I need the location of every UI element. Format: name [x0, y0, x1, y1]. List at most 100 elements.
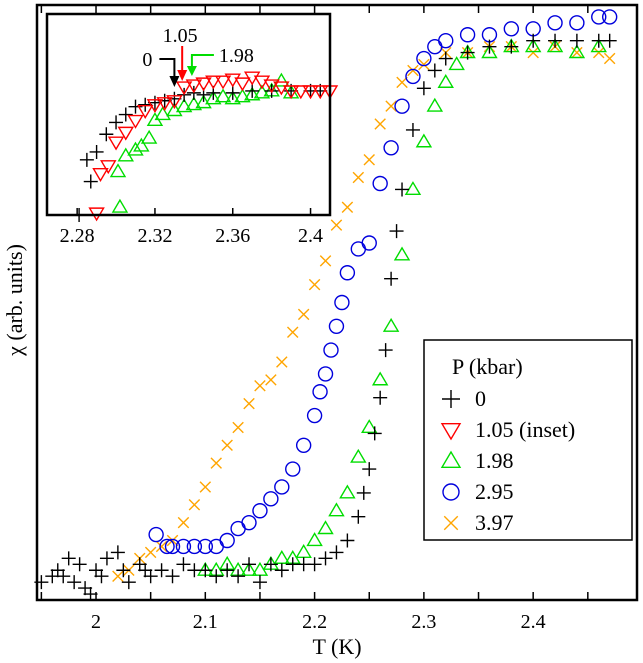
inset-point-triangle-up — [234, 88, 251, 103]
data-point-circle — [230, 520, 246, 537]
data-point-plus — [165, 569, 180, 584]
data-point-circle — [416, 50, 432, 67]
data-point-plus — [132, 557, 147, 572]
data-point-triangle-up — [426, 97, 444, 112]
data-point-plus — [89, 563, 104, 578]
inset-point-triangle-down — [205, 75, 222, 90]
main-plot-frame — [35, 3, 639, 602]
data-point-x — [352, 171, 365, 184]
data-point-plus — [209, 569, 224, 584]
data-point-circle — [186, 538, 203, 555]
arrowhead — [186, 66, 197, 76]
data-point-triangle-up — [317, 520, 334, 535]
data-point-triangle-up — [306, 532, 323, 547]
data-point-x — [330, 219, 343, 231]
legend-label: 3.97 — [475, 510, 514, 535]
inset-frame — [45, 12, 332, 217]
data-point-x — [297, 308, 310, 321]
inset-point-triangle-down — [146, 99, 164, 114]
inset-point-triangle-up — [253, 84, 271, 99]
data-point-plus — [389, 224, 404, 239]
data-point-circle — [252, 503, 268, 519]
inset-point-plus — [109, 115, 124, 130]
data-point-x — [254, 380, 266, 392]
inset-point-triangle-up — [127, 141, 144, 156]
inset-point-triangle-down — [185, 79, 203, 94]
data-point-circle — [459, 27, 476, 43]
data-point-plus — [121, 575, 136, 590]
inset-point-triangle-down — [312, 85, 329, 100]
data-point-plus — [50, 563, 65, 578]
inset-x-tick-label: 2.36 — [215, 225, 250, 247]
legend-label: 1.98 — [475, 448, 514, 473]
arrow-0 — [159, 58, 176, 83]
inset-point-triangle-down — [107, 136, 125, 151]
data-point-plus — [362, 462, 377, 477]
data-point-triangle-up — [361, 419, 378, 434]
data-point-triangle-up — [524, 38, 542, 53]
inset-annotations: 0 1.05 1.98 — [142, 25, 254, 87]
data-point-plus — [384, 271, 399, 286]
data-point-plus — [548, 33, 563, 48]
inset-point-triangle-down — [92, 168, 109, 183]
data-point-plus — [99, 551, 114, 566]
inset-point-plus — [128, 99, 143, 114]
inset-x-tick-label: 2.28 — [60, 225, 95, 247]
x-tick-label: 2.2 — [302, 611, 327, 633]
data-point-plus — [176, 557, 191, 572]
data-point-plus — [405, 122, 420, 137]
data-point-plus — [252, 575, 267, 590]
data-point-plus — [329, 545, 344, 560]
inset-point-plus — [245, 83, 260, 98]
annotation-1.05: 1.05 — [163, 25, 198, 47]
inset-point-triangle-up — [133, 137, 150, 152]
inset-point-triangle-up — [140, 129, 158, 144]
inset-point-plus — [138, 97, 153, 112]
data-point-plus — [231, 569, 246, 584]
x-axis-label: T (K) — [312, 634, 361, 659]
inset-point-triangle-up — [111, 198, 129, 213]
data-point-triangle-up — [481, 44, 498, 59]
inset-point-triangle-down — [156, 97, 173, 112]
inset-point-triangle-down — [282, 85, 300, 100]
data-point-x — [374, 118, 386, 130]
inset-point-plus — [225, 85, 240, 100]
data-point-plus — [318, 551, 333, 566]
data-point-plus — [351, 509, 366, 524]
data-point-triangle-up — [371, 371, 389, 386]
data-point-plus — [395, 182, 410, 197]
data-point-plus — [242, 557, 257, 572]
data-point-circle — [148, 526, 164, 543]
data-point-circle — [361, 235, 377, 251]
data-point-triangle-up — [448, 56, 465, 71]
inset-point-triangle-up — [224, 90, 241, 105]
data-point-x — [418, 58, 430, 71]
legend-marker-circle — [442, 483, 460, 501]
data-point-plus — [367, 426, 382, 441]
data-point-plus — [416, 81, 431, 96]
data-point-x — [593, 46, 605, 59]
annotation-1.98: 1.98 — [219, 45, 254, 67]
data-point-circle — [274, 479, 290, 495]
data-point-x — [286, 326, 299, 338]
data-point-circle — [383, 140, 399, 156]
legend-label: 0 — [475, 386, 486, 411]
data-point-x — [188, 499, 201, 511]
data-point-plus — [78, 581, 93, 596]
data-point-circle — [405, 68, 421, 85]
x-tick-label: 2.1 — [193, 611, 218, 633]
arrow-1.98 — [190, 54, 214, 70]
data-point-plus — [526, 33, 541, 48]
data-point-plus — [504, 39, 519, 54]
data-point-circle — [317, 366, 334, 382]
data-point-x — [166, 534, 179, 547]
data-point-plus — [110, 545, 125, 560]
data-point-x — [155, 540, 168, 553]
legend-box — [423, 339, 633, 541]
data-point-triangle-up — [415, 133, 433, 148]
data-point-plus — [220, 563, 235, 578]
inset-point-triangle-down — [292, 85, 310, 100]
inset-point-triangle-down — [234, 77, 251, 92]
inset-point-triangle-down — [127, 114, 144, 129]
data-point-x — [407, 64, 419, 77]
